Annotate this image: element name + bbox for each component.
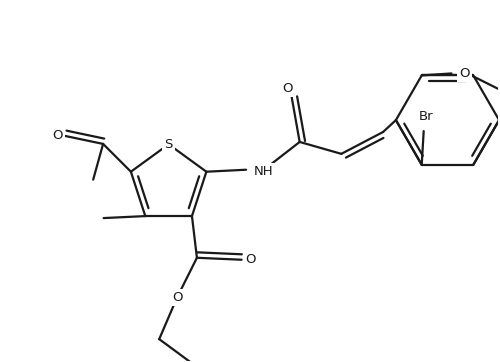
Text: S: S bbox=[164, 138, 173, 151]
Text: O: O bbox=[282, 82, 293, 95]
Text: O: O bbox=[246, 253, 256, 266]
Text: NH: NH bbox=[254, 165, 274, 178]
Text: O: O bbox=[460, 67, 470, 80]
Text: O: O bbox=[52, 130, 62, 143]
Text: Br: Br bbox=[418, 110, 433, 123]
Text: O: O bbox=[172, 291, 182, 304]
